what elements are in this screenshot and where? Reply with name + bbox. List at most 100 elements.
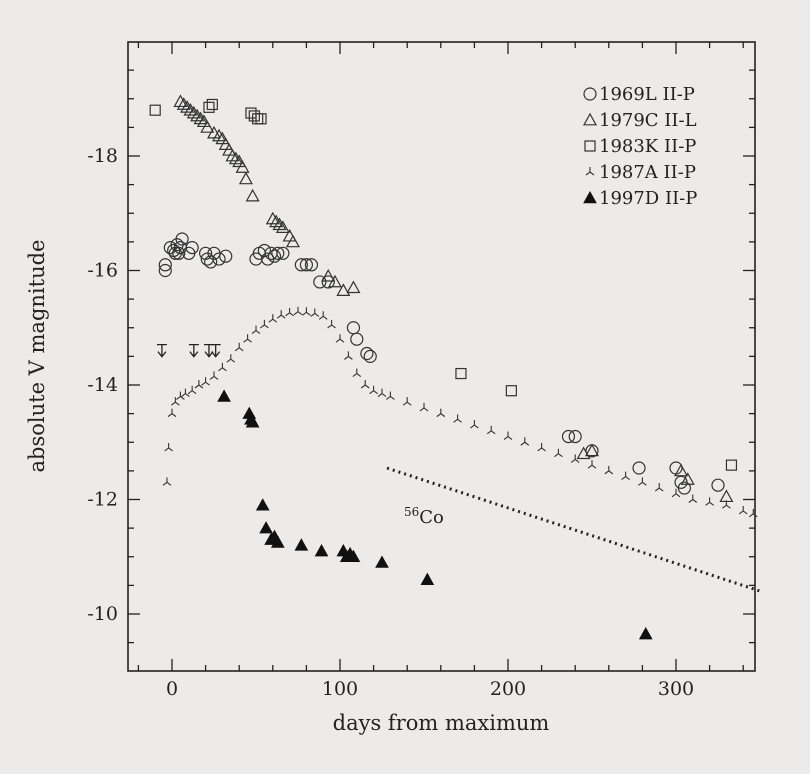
data-point-1987a-ii-p (402, 397, 412, 406)
reference-line-label: 56Co (404, 505, 444, 528)
data-point-1987a-ii-p (377, 388, 387, 398)
data-point-1987a-ii-p (310, 308, 320, 317)
upper-limit-arrow (188, 344, 199, 358)
x-tick-label: 200 (490, 678, 526, 700)
data-point-1987a-ii-p (226, 354, 236, 363)
data-point-1969l-ii-p (346, 321, 361, 335)
data-point-1987a-ii-p (570, 454, 580, 463)
data-point-1987a-ii-p (671, 488, 681, 498)
data-point-1983k-ii-p (252, 113, 264, 125)
data-point-1997d-ii-p (346, 549, 361, 563)
data-point-1987a-ii-p (201, 377, 210, 386)
data-point-1969l-ii-p (321, 275, 335, 289)
data-point-1997d-ii-p (270, 535, 285, 548)
data-point-1987a-ii-p (748, 508, 758, 518)
reference-line-label-superscript: 56 (404, 505, 419, 519)
data-point-1987a-ii-p (436, 408, 446, 418)
data-point-1987a-ii-p (738, 505, 748, 515)
y-axis-label: absolute V magnitude (25, 240, 49, 473)
data-point-1983k-ii-p (455, 367, 467, 380)
legend-label-1969l-ii-p: 1969L II-P (599, 84, 695, 105)
data-point-1987a-ii-p (503, 431, 513, 440)
series-1969l-ii-p (158, 232, 725, 495)
data-point-1969l-ii-p (677, 481, 692, 495)
data-point-1979c-ii-l (584, 443, 600, 457)
data-point-1987a-ii-p (638, 477, 647, 486)
data-point-1979c-ii-l (190, 108, 205, 122)
data-point-1987a-ii-p (352, 368, 362, 377)
data-point-1979c-ii-l (346, 280, 361, 294)
legend-label-1983k-ii-p: 1983K II-P (599, 136, 696, 157)
data-point-1979c-ii-l (180, 100, 195, 113)
data-point-1979c-ii-l (272, 217, 287, 231)
axis-ticks: 0 100 200 300 -18 -16 -14 -12 -10 (87, 42, 755, 700)
series-1979c-ii-l (173, 94, 734, 503)
data-point-1979c-ii-l (576, 446, 591, 460)
data-point-1969l-ii-p (212, 252, 226, 266)
legend: 1969L II-P 1979C II-L 1983K II-P 1987A II-P… (582, 84, 697, 209)
data-point-1987a-ii-p (171, 397, 180, 406)
data-point-1969l-ii-p (360, 346, 374, 361)
data-point-1979c-ii-l (183, 102, 198, 116)
data-point-1979c-ii-l (173, 94, 188, 108)
data-point-1979c-ii-l (228, 151, 243, 165)
data-point-1987a-ii-p (162, 477, 172, 486)
data-point-1983k-ii-p (203, 101, 215, 113)
data-point-1987a-ii-p (621, 471, 630, 481)
data-point-1979c-ii-l (200, 120, 215, 133)
data-point-1983k-ii-p (206, 98, 218, 111)
data-point-1987a-ii-p (470, 420, 479, 429)
data-point-1979c-ii-l (245, 188, 260, 202)
data-point-1987a-ii-p (268, 314, 278, 323)
data-point-1983k-ii-p (255, 113, 267, 125)
data-point-1969l-ii-p (158, 263, 172, 278)
data-point-1987a-ii-p (276, 310, 286, 319)
data-point-1987a-ii-p (705, 497, 714, 506)
data-point-1987a-ii-p (285, 307, 294, 317)
data-point-1979c-ii-l (321, 268, 336, 282)
data-point-1979c-ii-l (238, 171, 253, 185)
data-marks (149, 94, 758, 640)
data-point-1987a-ii-p (335, 334, 345, 343)
data-point-1969l-ii-p (669, 461, 683, 475)
data-point-1987a-ii-p (194, 380, 204, 389)
data-point-1983k-ii-p (245, 107, 257, 119)
data-point-1969l-ii-p (172, 246, 186, 260)
data-point-1987a-ii-p (537, 442, 546, 452)
data-point-1979c-ii-l (186, 105, 201, 119)
data-point-1997d-ii-p (314, 543, 329, 557)
data-point-1987a-ii-p (604, 465, 614, 475)
data-point-1987a-ii-p (486, 425, 496, 435)
data-point-1997d-ii-p (375, 555, 389, 568)
upper-limit-arrow (210, 344, 221, 358)
data-point-1979c-ii-l (265, 211, 280, 225)
y-tick-label: -18 (87, 145, 118, 167)
legend-label-1987a-ii-p: 1987A II-P (599, 162, 696, 183)
data-point-1987a-ii-p (164, 442, 173, 452)
legend-marker-1987a-ii-p (585, 167, 595, 176)
data-point-1979c-ii-l (327, 274, 342, 288)
data-point-1969l-ii-p (350, 332, 364, 346)
data-point-1983k-ii-p (505, 385, 517, 397)
data-point-1997d-ii-p (638, 627, 653, 640)
data-point-1987a-ii-p (181, 388, 190, 398)
data-point-1979c-ii-l (719, 489, 734, 503)
data-point-1997d-ii-p (259, 521, 273, 534)
data-point-1979c-ii-l (674, 463, 689, 477)
data-point-1969l-ii-p (185, 241, 199, 255)
data-point-1987a-ii-p (722, 500, 731, 509)
data-point-1969l-ii-p (304, 258, 319, 272)
data-point-1987a-ii-p (520, 437, 530, 446)
data-point-1969l-ii-p (363, 349, 377, 363)
data-point-1969l-ii-p (313, 275, 327, 289)
data-point-1987a-ii-p (453, 414, 462, 423)
data-point-1987a-ii-p (243, 334, 252, 343)
data-point-1987a-ii-p (369, 385, 378, 395)
data-point-1997d-ii-p (294, 538, 309, 551)
y-tick-label: -12 (87, 489, 118, 511)
x-tick-label: 0 (166, 678, 178, 700)
upper-limit-arrow (203, 344, 214, 358)
x-tick-label: 100 (322, 678, 358, 700)
